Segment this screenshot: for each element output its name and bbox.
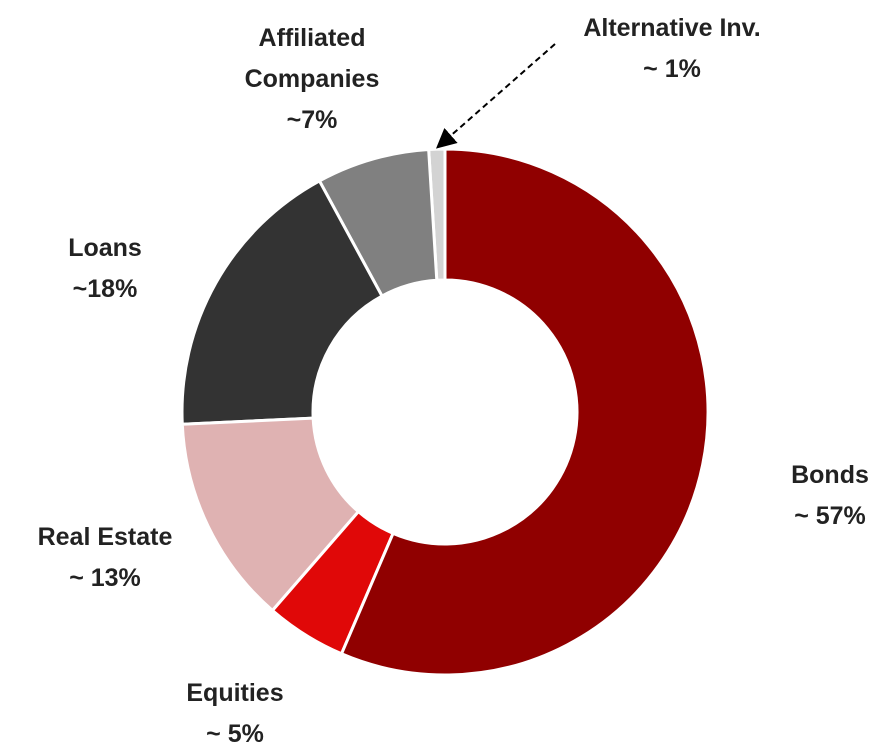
category-name: Real Estate [37, 523, 173, 551]
category-name: Alternative Inv. [583, 14, 761, 42]
value-label: ~18% [72, 275, 138, 303]
segment-label: Equities ~ 5% [135, 673, 335, 745]
value-label: ~7% [286, 106, 338, 134]
value-label: ~ 5% [206, 720, 264, 745]
donut-segment [180, 416, 361, 613]
donut-segment [180, 178, 385, 426]
category-name: Bonds [791, 461, 869, 489]
donut-segment [339, 147, 710, 677]
category-name: Equities [186, 679, 284, 707]
value-label: ~ 13% [69, 564, 141, 592]
segment-label: Loans ~18% [5, 228, 205, 310]
donut-segment [317, 147, 439, 299]
segment-label: Affiliated Companies ~7% [227, 18, 397, 141]
category-name: Loans [68, 234, 142, 262]
segment-label: Alternative Inv. ~ 1% [532, 8, 812, 90]
segment-label: Real Estate ~ 13% [0, 517, 215, 599]
donut-segment [270, 509, 396, 656]
category-name: Affiliated Companies [244, 24, 380, 93]
value-label: ~ 1% [643, 55, 701, 83]
segment-label: Bonds ~ 57% [730, 455, 885, 537]
value-label: ~ 57% [794, 502, 866, 530]
callout-arrow [435, 43, 556, 149]
